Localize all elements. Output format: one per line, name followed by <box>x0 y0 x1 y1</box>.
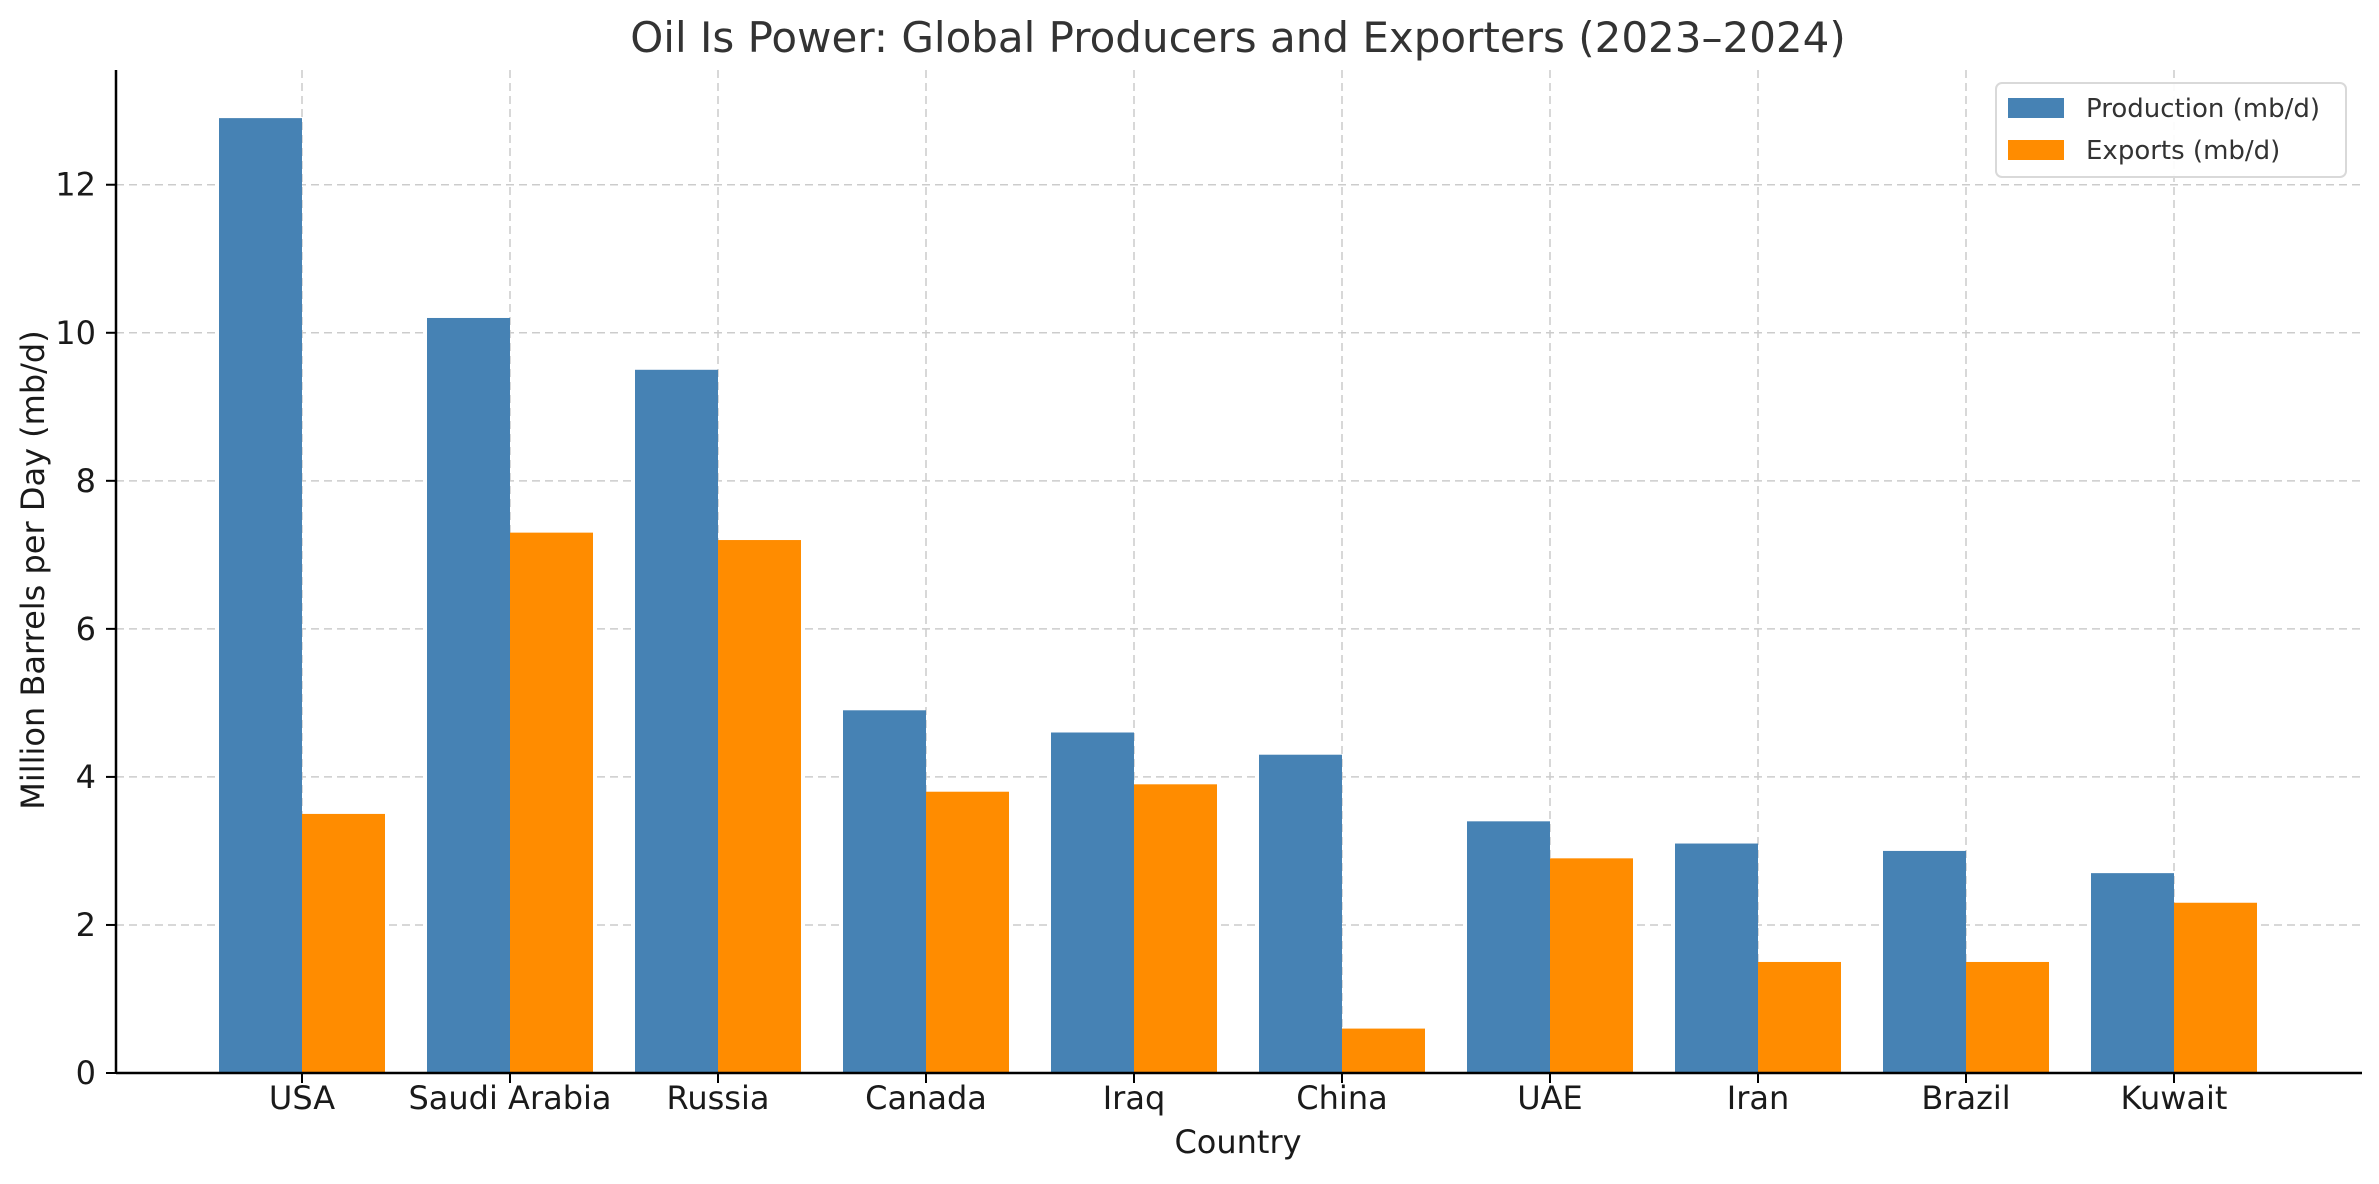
exports-bar-russia <box>718 540 801 1073</box>
production-bar-uae <box>1467 821 1550 1073</box>
x-tick-label: Russia <box>667 1079 770 1117</box>
exports-bar-brazil <box>1966 961 2049 1073</box>
exports-bar-saudi-arabia <box>510 532 593 1073</box>
y-tick-label: 12 <box>55 166 96 204</box>
production-bar-china <box>1259 754 1342 1073</box>
exports-bar-usa <box>302 813 385 1073</box>
y-tick-label: 6 <box>76 610 96 648</box>
chart-title: Oil Is Power: Global Producers and Expor… <box>630 13 1846 62</box>
x-tick-label: China <box>1296 1079 1387 1117</box>
y-axis-label: Million Barrels per Day (mb/d) <box>14 330 52 809</box>
x-tick-label: Canada <box>865 1079 987 1117</box>
x-axis-label: Country <box>1174 1123 1301 1161</box>
exports-bar-china <box>1342 1028 1425 1073</box>
production-bar-canada <box>843 710 926 1073</box>
exports-bar-iran <box>1758 961 1841 1073</box>
x-tick-label: Kuwait <box>2121 1079 2228 1117</box>
x-tick-labels: USA Saudi Arabia Russia Canada Iraq China UAE I… <box>269 1079 2228 1117</box>
production-bar-iraq <box>1051 732 1134 1073</box>
x-tick-label: USA <box>269 1079 335 1117</box>
x-tick-label: Brazil <box>1921 1079 2010 1117</box>
production-bar-usa <box>219 118 302 1074</box>
production-bar-iran <box>1675 843 1758 1073</box>
legend-swatch-production <box>2008 98 2064 118</box>
x-tick-label: Saudi Arabia <box>408 1079 611 1117</box>
legend-swatch-exports <box>2008 140 2064 160</box>
production-bar-russia <box>635 369 718 1073</box>
x-tick-label: Iran <box>1727 1079 1789 1117</box>
y-tick-label: 10 <box>55 314 96 352</box>
exports-bar-canada <box>926 791 1009 1073</box>
legend-label-exports: Exports (mb/d) <box>2086 136 2280 166</box>
y-tick-label: 4 <box>76 758 96 796</box>
x-tick-label: UAE <box>1517 1079 1583 1117</box>
y-tick-labels: 0 2 4 6 8 10 12 <box>55 166 96 1092</box>
axes <box>106 70 2362 1083</box>
x-tick-label: Iraq <box>1103 1079 1166 1117</box>
y-tick-label: 0 <box>76 1054 96 1092</box>
production-bar-brazil <box>1883 850 1966 1073</box>
exports-bar-uae <box>1550 858 1633 1073</box>
exports-bar-kuwait <box>2174 902 2257 1073</box>
legend: Production (mb/d) Exports (mb/d) <box>1995 82 2347 178</box>
bars <box>219 118 2257 1074</box>
exports-bar-iraq <box>1134 784 1217 1073</box>
production-bar-kuwait <box>2091 873 2174 1073</box>
legend-frame <box>1995 82 2347 178</box>
y-tick-label: 2 <box>76 906 96 944</box>
production-bar-saudi-arabia <box>427 317 510 1073</box>
legend-label-production: Production (mb/d) <box>2086 94 2320 124</box>
y-tick-label: 8 <box>76 462 96 500</box>
